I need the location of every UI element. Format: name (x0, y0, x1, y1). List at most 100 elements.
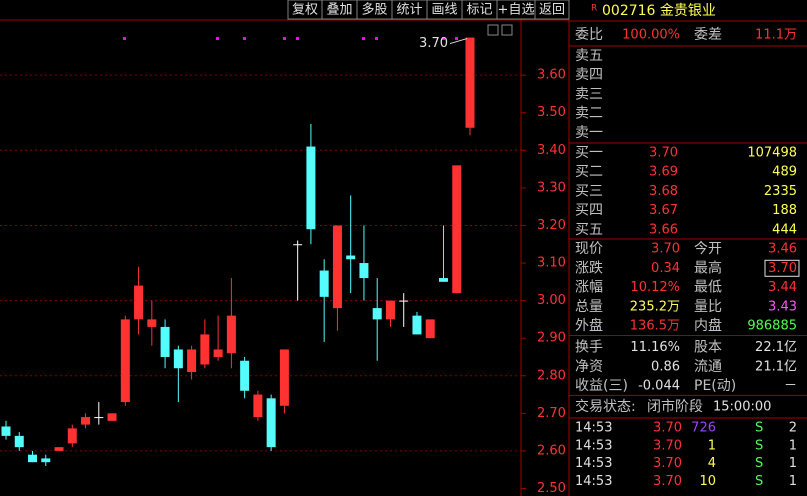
ask-label: 卖一 (575, 125, 603, 141)
trade-side: S (755, 438, 763, 453)
stat-label: 总量 (575, 299, 603, 315)
status-label: 交易状态: (575, 398, 636, 415)
y-tick-label: 2.80 (537, 368, 566, 383)
stat-label: 股本 (694, 340, 722, 356)
y-tick-label: 3.20 (537, 218, 566, 233)
bid-price: 3.70 (649, 146, 678, 161)
candle-body (385, 300, 395, 320)
candle-body (14, 435, 24, 448)
bid-price: 3.66 (649, 222, 678, 237)
y-tick-label: 3.60 (537, 68, 566, 83)
candle-body (160, 326, 170, 357)
candle-body (266, 398, 276, 448)
candle-body (240, 360, 250, 391)
event-markers (123, 37, 458, 40)
trade-volume: 10 (699, 474, 716, 489)
y-tick-label: 3.00 (537, 293, 566, 308)
candle-body (120, 319, 130, 403)
stat-label: 现价 (575, 241, 603, 257)
bid-price: 3.67 (649, 203, 678, 218)
status-state: 闭市阶段 (647, 398, 703, 415)
candle-body (319, 270, 329, 297)
trade-count: 1 (789, 456, 797, 471)
toolbar-label: +自选 (498, 3, 535, 18)
candle-body (200, 334, 210, 365)
bid-volume: 489 (772, 165, 797, 180)
stat-label: 内盘 (694, 317, 722, 334)
stock-name: 002716 金贵银业 (602, 3, 716, 19)
stat-value: 22.1亿 (755, 340, 797, 355)
status-time: 15:00:00 (713, 400, 771, 415)
trade-time: 14:53 (575, 421, 612, 436)
candle-body (399, 300, 409, 302)
trade-count: 1 (789, 474, 797, 489)
candle-body (359, 263, 369, 279)
candle-body (67, 428, 77, 444)
candle-body (41, 458, 51, 463)
y-tick-label: 2.50 (537, 481, 566, 496)
trade-time: 14:53 (575, 456, 612, 471)
candle-body (293, 244, 303, 246)
stat-value: 3.44 (768, 280, 797, 295)
stat-value: 136.5万 (630, 319, 680, 334)
trade-time: 14:53 (575, 474, 612, 489)
candle-body (306, 146, 316, 230)
stat-value: 0.34 (651, 261, 680, 276)
trade-price: 3.70 (653, 438, 682, 453)
toolbar-label: 多股 (361, 2, 387, 18)
trade-volume: 1 (708, 438, 716, 453)
high-box (764, 259, 800, 277)
toolbar-label: 复权 (292, 2, 318, 18)
stat-value: 21.1亿 (755, 359, 797, 374)
candle-body (1, 426, 11, 436)
stat-value: 235.2万 (630, 299, 680, 314)
candle-body (372, 308, 382, 320)
stat-value: － (784, 379, 797, 394)
candle-body (279, 349, 289, 406)
stat-value: 3.70 (651, 242, 680, 257)
toolbar-label: 画线 (431, 3, 457, 18)
stat-label: 流通 (694, 359, 722, 375)
stat-label: PE(动) (694, 378, 736, 394)
candle-body (94, 417, 104, 419)
toolbar-label: 叠加 (326, 3, 352, 18)
stat-label: 净资 (575, 359, 603, 375)
candle-body (253, 394, 263, 418)
trade-price: 3.70 (653, 474, 682, 489)
candle-body (452, 165, 462, 294)
stat-value: -0.044 (638, 379, 680, 394)
trade-side: S (755, 474, 763, 489)
bid-volume: 107498 (747, 146, 797, 161)
stat-value: 3.70 (768, 261, 797, 276)
y-tick-label: 2.70 (537, 406, 566, 421)
toolbar-button[interactable] (534, 0, 570, 20)
stat-label: 最低 (694, 280, 722, 296)
candle-body (54, 447, 64, 451)
annotation-arrow (449, 38, 468, 45)
trade-count: 2 (789, 421, 797, 436)
bid-label: 买三 (575, 183, 603, 199)
ratio-value: 100.00% (622, 28, 680, 43)
candle-body (425, 319, 435, 339)
bid-label: 买五 (575, 222, 603, 238)
stat-value: 986885 (747, 319, 797, 334)
toolbar-label: 统计 (396, 3, 422, 18)
ask-label: 卖五 (575, 48, 603, 64)
candle-body (332, 225, 342, 309)
stat-label: 外盘 (575, 317, 603, 334)
candle-body (412, 315, 422, 335)
candle-body (107, 413, 117, 421)
zoom-icon[interactable] (487, 24, 499, 36)
trade-volume: 4 (708, 456, 716, 471)
trade-count: 1 (789, 438, 797, 453)
layout-icon[interactable] (501, 24, 513, 36)
candle-body (134, 285, 144, 320)
bid-label: 买四 (575, 203, 603, 219)
stat-label: 量比 (694, 299, 722, 315)
ask-label: 卖三 (575, 86, 603, 102)
candle-body (28, 454, 38, 463)
candle-body (213, 349, 223, 357)
trade-time: 14:53 (575, 438, 612, 453)
